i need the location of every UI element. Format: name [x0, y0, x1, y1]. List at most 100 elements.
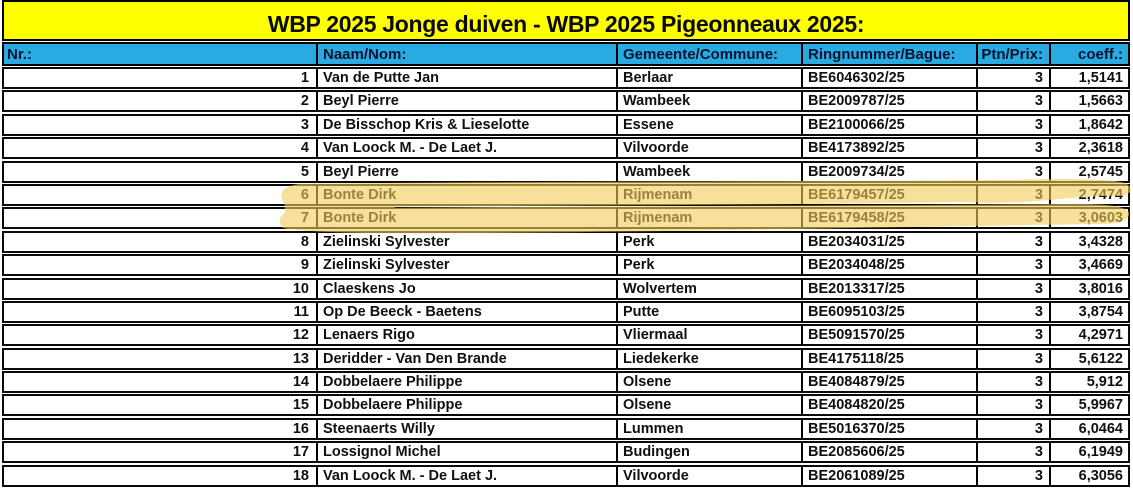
cell-name[interactable]: Claeskens Jo: [316, 279, 616, 298]
cell-coeff[interactable]: 5,6122: [1049, 349, 1128, 368]
table-row[interactable]: 2 Beyl Pierre Wambeek BE2009787/25 3 1,5663: [2, 90, 1130, 113]
cell-commune[interactable]: Budingen: [616, 443, 801, 462]
cell-nr[interactable]: 6: [300, 186, 309, 203]
cell-coeff[interactable]: 3,0603: [1049, 209, 1128, 228]
cell-nr[interactable]: 7: [300, 210, 309, 227]
table-row[interactable]: 6 Bonte Dirk Rijmenam BE6179457/25 3 2,7474: [2, 183, 1130, 206]
cell-name[interactable]: Steenaerts Willy: [316, 419, 616, 438]
cell-name[interactable]: Van Loock M. - De Laet J.: [316, 139, 616, 158]
cell-ptn[interactable]: 3: [976, 373, 1049, 392]
cell-coeff[interactable]: 6,0464: [1049, 419, 1128, 438]
cell-coeff[interactable]: 6,3056: [1049, 466, 1128, 485]
column-header-name[interactable]: Naam/Nom:: [316, 44, 616, 64]
cell-coeff[interactable]: 3,8754: [1049, 302, 1128, 321]
column-header-ring[interactable]: Ringnummer/Bague:: [801, 44, 976, 64]
cell-nr[interactable]: 16: [292, 420, 309, 437]
cell-ptn[interactable]: 3: [976, 232, 1049, 251]
cell-ring[interactable]: BE5016370/25: [801, 419, 976, 438]
cell-commune[interactable]: Vliermaal: [616, 326, 801, 345]
cell-ring[interactable]: BE4084820/25: [801, 396, 976, 415]
cell-nr[interactable]: 1: [300, 70, 309, 86]
cell-coeff[interactable]: 1,8642: [1049, 115, 1128, 134]
cell-ptn[interactable]: 3: [976, 185, 1049, 204]
table-row[interactable]: 13 Deridder - Van Den Brande Liedekerke BE4…: [2, 347, 1130, 370]
table-row[interactable]: 11 Op De Beeck - Baetens Putte BE6095103/25…: [2, 300, 1130, 323]
cell-commune[interactable]: Berlaar: [616, 69, 801, 87]
cell-ring[interactable]: BE2061089/25: [801, 466, 976, 485]
cell-name[interactable]: Van Loock M. - De Laet J.: [316, 466, 616, 485]
table-row[interactable]: 18 Van Loock M. - De Laet J. Vilvoorde BE20…: [2, 464, 1130, 487]
cell-ptn[interactable]: 3: [976, 349, 1049, 368]
cell-ring[interactable]: BE2009787/25: [801, 92, 976, 111]
cell-name[interactable]: De Bisschop Kris & Lieselotte: [316, 115, 616, 134]
cell-ptn[interactable]: 3: [976, 69, 1049, 87]
cell-nr[interactable]: 10: [292, 280, 309, 297]
cell-coeff[interactable]: 4,2971: [1049, 326, 1128, 345]
cell-name[interactable]: Dobbelaere Philippe: [316, 396, 616, 415]
cell-ptn[interactable]: 3: [976, 443, 1049, 462]
cell-nr[interactable]: 15: [292, 397, 309, 414]
cell-name[interactable]: Van de Putte Jan: [316, 69, 616, 87]
cell-nr[interactable]: 2: [300, 93, 309, 110]
cell-ring[interactable]: BE4173892/25: [801, 139, 976, 158]
cell-name[interactable]: Op De Beeck - Baetens: [316, 302, 616, 321]
cell-ptn[interactable]: 3: [976, 162, 1049, 181]
cell-ptn[interactable]: 3: [976, 256, 1049, 275]
table-row[interactable]: 10 Claeskens Jo Wolvertem BE2013317/25 3 3,80…: [2, 277, 1130, 300]
cell-commune[interactable]: Lummen: [616, 419, 801, 438]
cell-ptn[interactable]: 3: [976, 302, 1049, 321]
cell-coeff[interactable]: 2,3618: [1049, 139, 1128, 158]
cell-commune[interactable]: Olsene: [616, 373, 801, 392]
cell-ring[interactable]: BE6179458/25: [801, 209, 976, 228]
cell-name[interactable]: Beyl Pierre: [316, 92, 616, 111]
cell-commune[interactable]: Vilvoorde: [616, 139, 801, 158]
table-row[interactable]: 5 Beyl Pierre Wambeek BE2009734/25 3 2,5745: [2, 160, 1130, 183]
cell-commune[interactable]: Perk: [616, 256, 801, 275]
cell-ring[interactable]: BE6046302/25: [801, 69, 976, 87]
cell-ring[interactable]: BE2100066/25: [801, 115, 976, 134]
cell-ptn[interactable]: 3: [976, 139, 1049, 158]
column-header-nr[interactable]: Nr.:: [7, 45, 33, 63]
cell-ring[interactable]: BE6095103/25: [801, 302, 976, 321]
cell-name[interactable]: Lenaers Rigo: [316, 326, 616, 345]
cell-ring[interactable]: BE5091570/25: [801, 326, 976, 345]
cell-ring[interactable]: BE2034048/25: [801, 256, 976, 275]
cell-nr[interactable]: 8: [300, 233, 309, 250]
cell-ptn[interactable]: 3: [976, 419, 1049, 438]
cell-commune[interactable]: Rijmenam: [616, 209, 801, 228]
cell-commune[interactable]: Vilvoorde: [616, 466, 801, 485]
cell-ptn[interactable]: 3: [976, 92, 1049, 111]
cell-coeff[interactable]: 2,5745: [1049, 162, 1128, 181]
cell-nr[interactable]: 12: [292, 327, 309, 344]
cell-name[interactable]: Dobbelaere Philippe: [316, 373, 616, 392]
cell-ptn[interactable]: 3: [976, 326, 1049, 345]
table-row[interactable]: 7 Bonte Dirk Rijmenam BE6179458/25 3 3,0603: [2, 207, 1130, 230]
table-row[interactable]: 15 Dobbelaere Philippe Olsene BE4084820/25 3…: [2, 394, 1130, 417]
table-row[interactable]: 17 Lossignol Michel Budingen BE2085606/25 3 6…: [2, 441, 1130, 464]
cell-coeff[interactable]: 5,9967: [1049, 396, 1128, 415]
cell-name[interactable]: Zielinski Sylvester: [316, 232, 616, 251]
cell-ptn[interactable]: 3: [976, 209, 1049, 228]
cell-nr[interactable]: 18: [292, 467, 309, 484]
cell-name[interactable]: Beyl Pierre: [316, 162, 616, 181]
table-row[interactable]: 3 De Bisschop Kris & Lieselotte Essene BE21…: [2, 113, 1130, 136]
cell-name[interactable]: Deridder - Van Den Brande: [316, 349, 616, 368]
cell-nr[interactable]: 5: [300, 163, 309, 180]
cell-name[interactable]: Bonte Dirk: [316, 185, 616, 204]
cell-ring[interactable]: BE2085606/25: [801, 443, 976, 462]
table-row[interactable]: 16 Steenaerts Willy Lummen BE5016370/25 3 6,0…: [2, 417, 1130, 440]
cell-nr[interactable]: 3: [300, 116, 309, 133]
table-row[interactable]: 9 Zielinski Sylvester Perk BE2034048/25 3 3,4…: [2, 254, 1130, 277]
cell-name[interactable]: Lossignol Michel: [316, 443, 616, 462]
column-header-coeff[interactable]: coeff.:: [1049, 44, 1128, 64]
cell-ring[interactable]: BE4175118/25: [801, 349, 976, 368]
cell-ptn[interactable]: 3: [976, 396, 1049, 415]
cell-coeff[interactable]: 3,4669: [1049, 256, 1128, 275]
cell-commune[interactable]: Olsene: [616, 396, 801, 415]
cell-commune[interactable]: Essene: [616, 115, 801, 134]
cell-ptn[interactable]: 3: [976, 279, 1049, 298]
table-row[interactable]: 12 Lenaers Rigo Vliermaal BE5091570/25 3 4,29…: [2, 324, 1130, 347]
cell-ring[interactable]: BE2034031/25: [801, 232, 976, 251]
cell-nr[interactable]: 13: [292, 350, 309, 367]
cell-coeff[interactable]: 2,7474: [1049, 185, 1128, 204]
